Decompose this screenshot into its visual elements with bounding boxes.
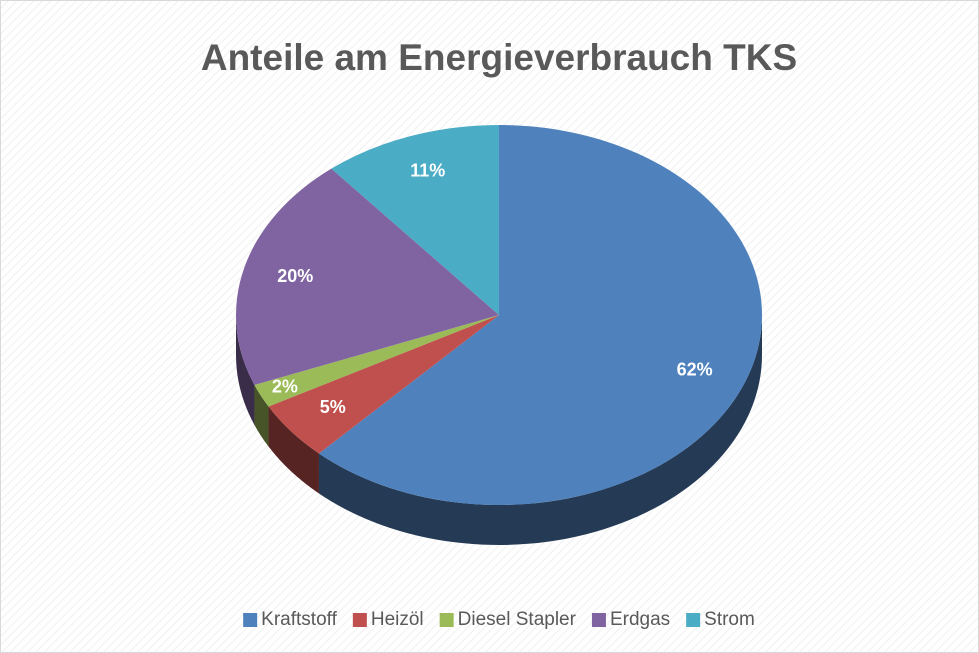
- pie-slice: [236, 168, 500, 385]
- pie-slice: [254, 315, 499, 407]
- legend-label: Heizöl: [371, 609, 424, 630]
- pie-slice-side: [318, 315, 762, 545]
- legend-item: Kraftstoff: [243, 609, 338, 630]
- legend-swatch: [439, 613, 454, 627]
- legend-item: Heizöl: [352, 609, 424, 630]
- legend-label: Kraftstoff: [261, 609, 337, 630]
- legend-swatch: [686, 613, 701, 627]
- legend-item: Diesel Stapler: [439, 609, 577, 630]
- pie-slice-side: [254, 384, 269, 447]
- pie-slice: [318, 125, 762, 506]
- legend-label: Diesel Stapler: [458, 609, 577, 630]
- pie-slice: [268, 315, 499, 454]
- legend: Kraftstoff Heizöl Diesel Stapler Erdgas Stro…: [243, 609, 755, 630]
- legend-item: Erdgas: [591, 609, 670, 630]
- data-label: 62%: [677, 360, 713, 380]
- legend-swatch: [243, 613, 258, 627]
- data-label: 20%: [277, 266, 313, 286]
- legend-swatch: [352, 613, 367, 627]
- legend-label: Erdgas: [610, 609, 670, 630]
- pie-slice: [331, 125, 499, 315]
- legend-label: Strom: [704, 609, 755, 630]
- legend-swatch: [591, 613, 606, 627]
- data-label: 5%: [320, 397, 346, 417]
- legend-item: Strom: [686, 609, 755, 630]
- pie-slice-side: [236, 315, 255, 425]
- data-label: 2%: [272, 377, 298, 397]
- pie-slice-side: [268, 406, 319, 494]
- data-label: 11%: [410, 161, 445, 181]
- chart-title: Anteile am Energieverbrauch TKS: [201, 37, 797, 78]
